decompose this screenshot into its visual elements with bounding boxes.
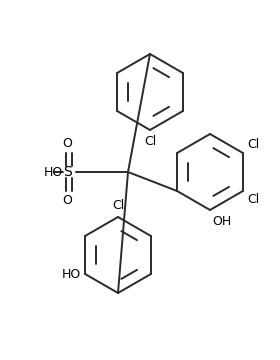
Text: HO: HO	[44, 166, 63, 179]
Text: Cl: Cl	[112, 199, 124, 212]
Text: Cl: Cl	[144, 135, 156, 148]
Text: Cl: Cl	[247, 193, 259, 206]
Text: OH: OH	[212, 215, 231, 228]
Text: O: O	[62, 194, 72, 207]
Text: S: S	[64, 165, 72, 179]
Text: Cl: Cl	[247, 138, 259, 151]
Text: HO: HO	[62, 267, 81, 280]
Text: O: O	[62, 137, 72, 150]
